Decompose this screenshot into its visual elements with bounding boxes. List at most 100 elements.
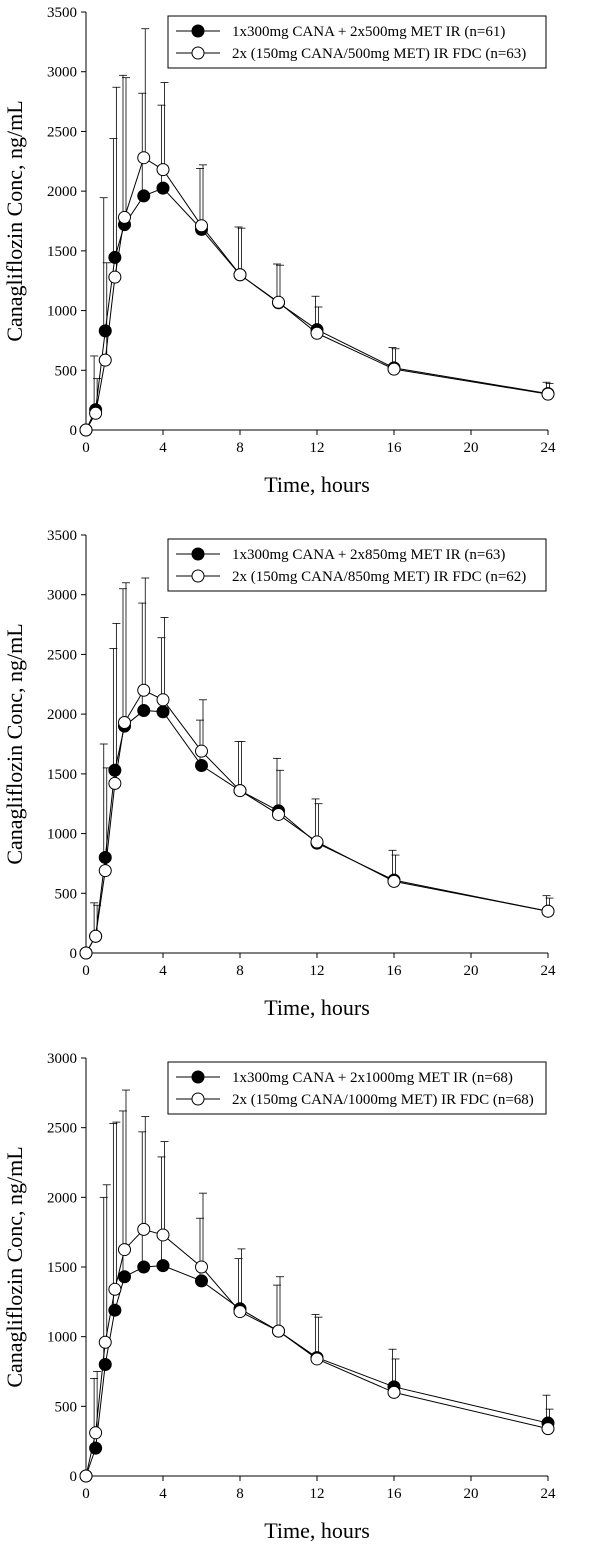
data-point-series-2 xyxy=(98,864,112,878)
chart-svg-3: 0 4 8 12 16 20 24 0 500 1000 1500 2000 2500 3000 Time,… xyxy=(2,1051,557,1543)
x-tick-label: 4 xyxy=(159,440,167,456)
legend-swatch-marker xyxy=(191,569,205,583)
x-tick-label: 4 xyxy=(159,963,167,979)
y-tick-label: 500 xyxy=(55,363,78,379)
data-point-series-2 xyxy=(118,716,131,730)
data-point-series-2 xyxy=(310,1352,324,1366)
y-axis-label: Canagliflozin Conc, ng/mL xyxy=(2,623,27,864)
data-point-series-2 xyxy=(387,1385,401,1399)
data-point-series-2 xyxy=(541,1422,555,1436)
x-tick-label: 12 xyxy=(310,963,325,979)
legend-entry-1: 1x300mg CANA + 2x1000mg MET IR (n=68) xyxy=(232,1070,513,1086)
data-point-series-2 xyxy=(118,210,131,224)
data-point-series-1 xyxy=(156,181,170,195)
data-point-series-2 xyxy=(387,362,401,376)
y-tick-label: 1500 xyxy=(47,1260,77,1276)
x-tick-label: 12 xyxy=(310,440,325,456)
legend-swatch-marker xyxy=(191,1092,205,1106)
x-tick-label: 24 xyxy=(541,1486,557,1502)
series-line-2 xyxy=(85,689,549,954)
data-point-series-1 xyxy=(137,1260,151,1274)
data-point-series-1 xyxy=(137,189,151,203)
y-tick-label: 2000 xyxy=(47,707,77,723)
x-tick-label: 8 xyxy=(236,1486,244,1502)
data-point-series-2 xyxy=(137,1222,151,1236)
data-point-series-1 xyxy=(156,1259,170,1273)
legend-entry-2: 2x (150mg CANA/1000mg MET) IR FDC (n=68) xyxy=(232,1092,534,1108)
data-point-series-2 xyxy=(541,904,555,918)
data-point-series-2 xyxy=(79,946,93,960)
data-point-series-2 xyxy=(89,929,103,943)
data-point-series-2 xyxy=(541,387,555,401)
legend: 1x300mg CANA + 2x850mg MET IR (n=63) 2x (… xyxy=(167,538,547,592)
data-point-series-2 xyxy=(272,807,285,821)
data-point-series-2 xyxy=(137,683,151,697)
data-point-series-2 xyxy=(79,1469,93,1483)
x-tick-label: 16 xyxy=(387,963,403,979)
data-point-series-2 xyxy=(156,693,170,707)
data-point-series-1 xyxy=(108,250,122,264)
data-point-series-1 xyxy=(195,1274,208,1288)
x-tick-label: 0 xyxy=(82,440,90,456)
legend-box xyxy=(167,1061,547,1115)
data-point-series-1 xyxy=(156,705,170,719)
data-point-series-2 xyxy=(387,874,401,888)
y-tick-label: 3000 xyxy=(47,588,77,604)
data-point-series-1 xyxy=(98,850,112,864)
y-tick-label: 500 xyxy=(55,886,78,902)
x-tick-label: 0 xyxy=(82,1486,90,1502)
data-point-series-2 xyxy=(310,835,324,849)
series-line-2 xyxy=(85,156,549,431)
data-point-series-1 xyxy=(98,1358,112,1372)
y-tick-label: 3000 xyxy=(47,65,77,81)
data-point-series-1 xyxy=(118,1270,131,1284)
legend-entry-2: 2x (150mg CANA/500mg MET) IR FDC (n=63) xyxy=(232,46,526,62)
data-point-series-2 xyxy=(156,163,170,177)
legend-swatch-marker xyxy=(191,1070,205,1084)
y-tick-label: 0 xyxy=(70,423,78,439)
data-point-series-2 xyxy=(89,406,103,420)
y-tick-label: 1500 xyxy=(47,244,77,260)
x-tick-label: 8 xyxy=(236,963,244,979)
y-tick-label: 0 xyxy=(70,1469,78,1485)
series-line-1 xyxy=(85,187,549,431)
data-point-series-2 xyxy=(89,1426,103,1440)
chart-panel-1: 0 4 8 12 16 20 24 0 500 1000 1500 2000 2500 3000 3500 T… xyxy=(0,0,600,512)
chart-panel-3: 0 4 8 12 16 20 24 0 500 1000 1500 2000 2500 3000 Time,… xyxy=(0,1046,600,1558)
y-axis-label: Canagliflozin Conc, ng/mL xyxy=(2,100,27,341)
legend-entry-2: 2x (150mg CANA/850mg MET) IR FDC (n=62) xyxy=(232,569,526,585)
data-point-series-2 xyxy=(233,1305,247,1319)
data-point-series-2 xyxy=(108,270,122,284)
x-tick-label: 12 xyxy=(310,1486,325,1502)
x-tick-label: 16 xyxy=(387,440,403,456)
data-point-series-1 xyxy=(98,324,112,338)
legend-swatch-marker xyxy=(191,547,205,561)
data-point-series-2 xyxy=(137,151,151,165)
chart-svg-1: 0 4 8 12 16 20 24 0 500 1000 1500 2000 2500 3000 3500 T… xyxy=(2,5,557,497)
x-tick-label: 0 xyxy=(82,963,90,979)
data-point-series-2 xyxy=(310,326,324,340)
y-tick-label: 1000 xyxy=(47,1330,77,1346)
legend: 1x300mg CANA + 2x1000mg MET IR (n=68) 2x … xyxy=(167,1061,547,1115)
y-tick-label: 3500 xyxy=(47,528,77,544)
legend-box xyxy=(167,538,547,592)
x-tick-label: 24 xyxy=(541,963,557,979)
legend: 1x300mg CANA + 2x500mg MET IR (n=61) 2x (… xyxy=(167,15,547,69)
y-tick-label: 0 xyxy=(70,946,78,962)
data-point-series-2 xyxy=(233,268,247,282)
y-tick-label: 500 xyxy=(55,1399,78,1415)
x-tick-label: 20 xyxy=(464,440,479,456)
data-point-series-2 xyxy=(98,353,112,367)
legend-entry-1: 1x300mg CANA + 2x850mg MET IR (n=63) xyxy=(232,547,505,563)
x-tick-label: 24 xyxy=(541,440,557,456)
data-point-series-2 xyxy=(195,219,208,233)
data-point-series-2 xyxy=(195,1260,208,1274)
data-point-series-2 xyxy=(233,784,247,798)
series-line-1 xyxy=(85,1265,549,1477)
y-tick-label: 2500 xyxy=(47,1121,77,1137)
y-tick-label: 2000 xyxy=(47,184,77,200)
x-tick-label: 20 xyxy=(464,963,479,979)
x-tick-label: 8 xyxy=(236,440,244,456)
legend-swatch-marker xyxy=(191,46,205,60)
y-tick-label: 1000 xyxy=(47,827,77,843)
